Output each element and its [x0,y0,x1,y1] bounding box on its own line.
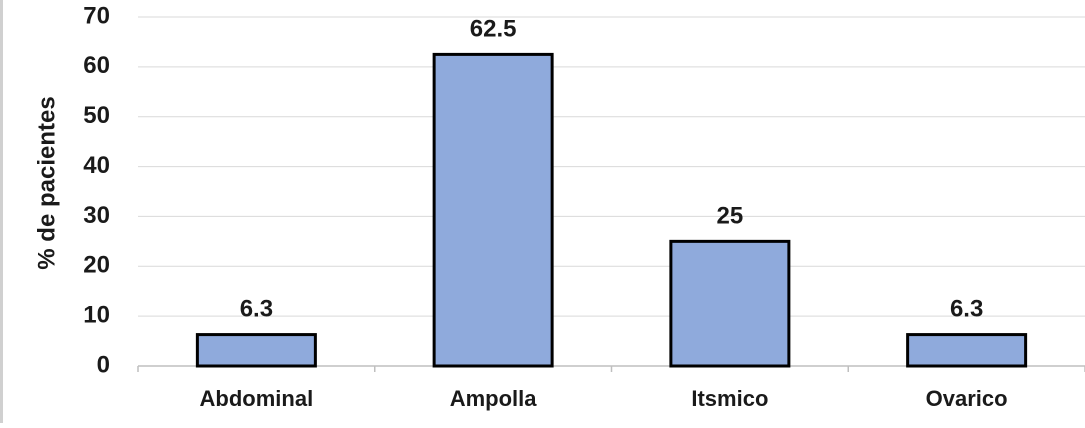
y-tick-label: 0 [97,351,110,378]
y-tick-label: 30 [83,202,110,229]
bar-itsmico [669,239,791,368]
y-tick-label: 20 [83,252,110,279]
gridlines [137,16,1085,372]
y-tick-label: 50 [83,102,110,129]
x-tick-labels: Abdominal Ampolla Itsmico Ovarico [200,386,1008,411]
data-label: 25 [717,202,744,229]
data-label: 6.3 [950,296,983,323]
y-tick-labels: 0 10 20 30 40 50 60 70 [83,2,110,378]
y-tick-label: 40 [83,152,110,179]
data-labels: 6.3 62.5 25 6.3 [240,15,984,322]
y-tick-label: 70 [83,2,110,29]
bar-ampolla [432,52,554,368]
x-tick-label: Abdominal [200,386,314,411]
bar-ovarico [906,333,1028,368]
x-tick-label: Ampolla [450,386,538,411]
bars [195,52,1028,368]
y-tick-label: 10 [83,301,110,328]
data-label: 6.3 [240,296,273,323]
x-tick-label: Itsmico [691,386,768,411]
y-axis-title: % de pacientes [33,96,60,269]
bar-abdominal [195,333,317,368]
frame-edge [0,0,3,423]
data-label: 62.5 [470,15,517,42]
y-tick-label: 60 [83,52,110,79]
x-tick-label: Ovarico [926,386,1008,411]
